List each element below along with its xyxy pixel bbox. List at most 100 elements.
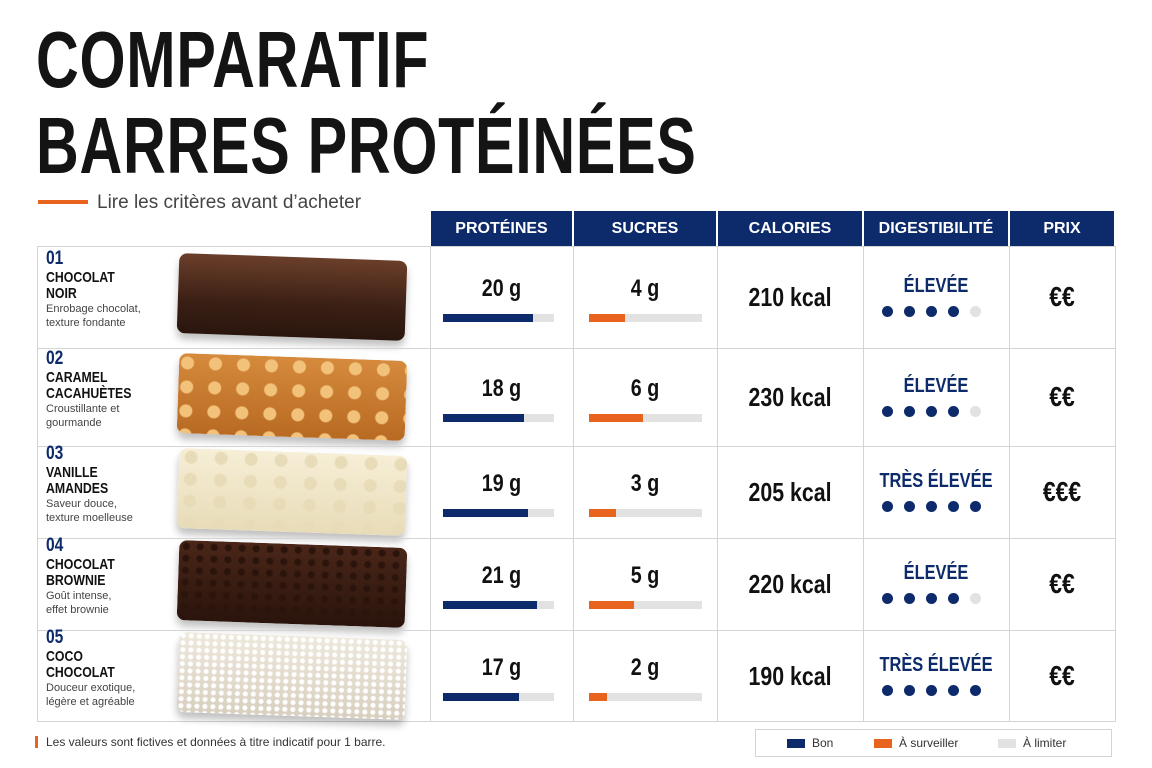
product-description: gourmande [46, 417, 102, 429]
price: €€ [1049, 568, 1075, 599]
rating-dot [948, 406, 959, 417]
product-name: VANILLE [46, 464, 98, 481]
rating-dot [970, 306, 981, 317]
rating-dot [970, 593, 981, 604]
product-number: 03 [46, 443, 64, 464]
digestibility: ÉLEVÉE [903, 275, 969, 297]
title: BARRES PROTÉINÉES [36, 101, 697, 190]
product-name: CHOCOLAT [46, 663, 115, 681]
rating-dot [904, 501, 915, 512]
product-description: Douceur exotique, [46, 681, 136, 694]
column-header: PROTÉINES [431, 211, 572, 246]
calories: 190 kcal [748, 660, 832, 691]
product-name: COCO [46, 647, 83, 665]
product-description: texture fondante [46, 317, 126, 329]
digestibility: TRÈS ÉLEVÉE [879, 653, 993, 676]
product-description: Saveur douce, [46, 498, 117, 510]
rating-dot [970, 684, 981, 696]
product-description: Enrobage chocolat, [46, 303, 141, 315]
rating-dot [948, 684, 959, 696]
price: €€€ [1042, 476, 1082, 507]
rating-dot [970, 501, 981, 512]
protein-bar [443, 414, 524, 422]
column-header: PRIX [1010, 211, 1114, 246]
rating-dot [882, 406, 893, 417]
sugar-bar [589, 509, 617, 517]
product-description: texture moelleuse [46, 512, 133, 524]
protein-label: 18 g [481, 375, 522, 402]
product-name: CACAHUÈTES [46, 385, 132, 402]
accent-line [35, 736, 38, 748]
accent-line [38, 200, 88, 204]
rating-dot [904, 306, 915, 317]
digestibility: ÉLEVÉE [903, 375, 969, 397]
product-image [176, 540, 408, 628]
price: €€ [1049, 659, 1075, 691]
rating-dot [970, 406, 981, 417]
rating-dot [882, 684, 893, 696]
subtitle: Lire les critères avant d’acheter [97, 192, 362, 213]
digestibility: ÉLEVÉE [903, 562, 969, 584]
protein-label: 19 g [481, 470, 522, 497]
legend-label: À limiter [1023, 736, 1067, 750]
price: €€ [1049, 381, 1075, 412]
rating-dot [926, 593, 937, 604]
bar-track [589, 509, 702, 517]
bar-track [589, 314, 702, 322]
product-description: effet brownie [46, 604, 109, 616]
rating-dot [882, 306, 893, 317]
product-number: 05 [46, 626, 64, 648]
sugar-bar [589, 601, 635, 609]
legend [755, 729, 1112, 757]
column-header: SUCRES [574, 211, 716, 246]
table-cell [863, 348, 1010, 447]
table-cell [1009, 630, 1116, 722]
sugar-label: 3 g [630, 470, 660, 497]
product-number: 04 [46, 535, 64, 556]
price: €€ [1049, 281, 1075, 312]
protein-bar [443, 692, 520, 701]
rating-dot [926, 406, 937, 417]
bar-track [589, 414, 702, 422]
calories: 210 kcal [748, 282, 832, 312]
table-cell [863, 446, 1010, 539]
bar-track [589, 692, 702, 701]
product-number: 01 [46, 248, 64, 269]
sugar-label: 6 g [630, 375, 660, 402]
digestibility: TRÈS ÉLEVÉE [879, 470, 993, 492]
product-image [176, 448, 408, 536]
protein-bar [443, 509, 529, 517]
sugar-bar [589, 314, 626, 322]
table-cell [863, 246, 1010, 349]
rating-dot [904, 406, 915, 417]
column-header: CALORIES [718, 211, 862, 246]
legend-label: À surveiller [899, 736, 959, 750]
legend-swatch [787, 739, 805, 748]
product-name: AMANDES [46, 480, 109, 497]
rating-dot [926, 684, 937, 696]
product-image [176, 631, 408, 720]
protein-label: 21 g [481, 562, 522, 589]
bar-track [589, 601, 702, 609]
rating-dot [904, 593, 915, 604]
product-name: BROWNIE [46, 572, 106, 589]
protein-bar [443, 601, 538, 609]
rating-dot [948, 593, 959, 604]
sugar-label: 5 g [630, 562, 660, 589]
calories: 205 kcal [748, 477, 832, 507]
sugar-label: 4 g [630, 275, 660, 302]
product-name: CHOCOLAT [46, 556, 115, 573]
calories: 230 kcal [748, 382, 832, 412]
product-image [176, 353, 408, 441]
calories: 220 kcal [748, 569, 832, 599]
rating-dot [926, 306, 937, 317]
product-name: CARAMEL [46, 369, 108, 386]
rating-dot [926, 501, 937, 512]
table-cell [863, 538, 1010, 631]
sugar-bar [589, 414, 644, 422]
legend-swatch [998, 739, 1016, 748]
legend-label: Bon [812, 736, 834, 750]
product-number: 02 [46, 348, 64, 369]
product-description: Croustillante et [46, 403, 120, 415]
